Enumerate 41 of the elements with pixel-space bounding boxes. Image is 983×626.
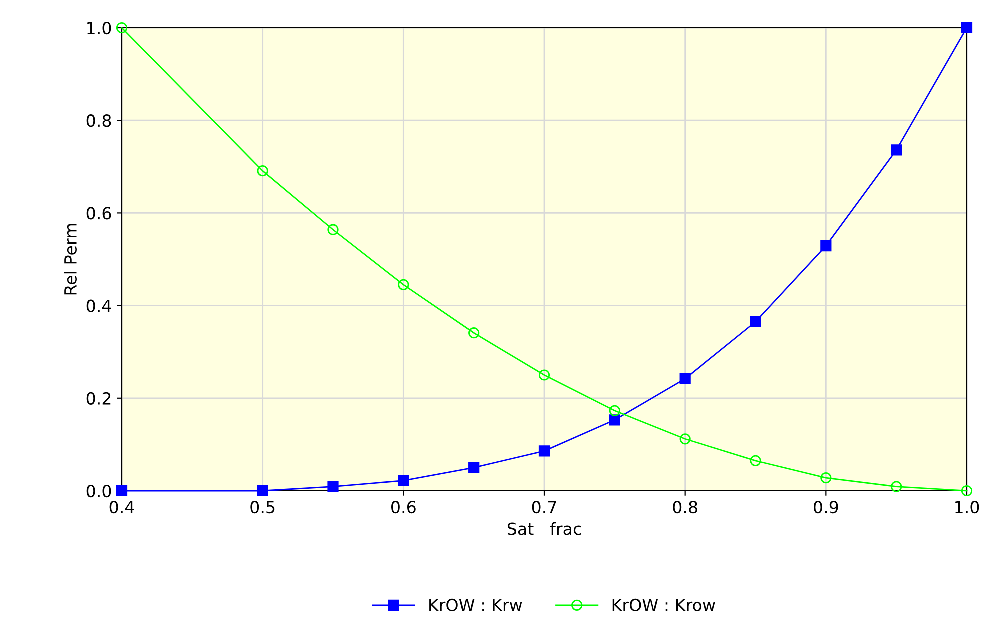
point xyxy=(891,144,902,156)
legend-label: KrOW : Krow xyxy=(612,598,716,612)
point xyxy=(257,166,268,177)
point xyxy=(538,446,550,457)
point xyxy=(891,481,902,492)
x-tick-label: 0.7 xyxy=(532,501,556,514)
point xyxy=(116,485,128,497)
point xyxy=(468,328,480,339)
x-tick-label: 0.8 xyxy=(673,501,698,514)
y-tick-label: 0.2 xyxy=(86,392,111,405)
point xyxy=(609,414,620,426)
point xyxy=(680,373,691,385)
point xyxy=(398,475,410,486)
point xyxy=(609,405,620,416)
x-tick-label: 1.0 xyxy=(956,501,980,514)
point xyxy=(961,22,973,34)
x-tick-label: 0.5 xyxy=(250,501,275,514)
y-tick-label: 0.4 xyxy=(86,300,112,312)
point xyxy=(820,240,832,252)
point xyxy=(398,279,410,291)
point xyxy=(328,224,339,236)
point xyxy=(538,370,550,381)
point xyxy=(116,22,128,34)
x-tick-label: 0.6 xyxy=(392,501,416,514)
x-tick-label: 0.4 xyxy=(110,501,134,514)
x-axis-title: Sat frac xyxy=(508,522,582,536)
point xyxy=(680,434,691,445)
x-tick-label: 0.9 xyxy=(814,501,838,514)
point xyxy=(750,316,762,328)
point xyxy=(468,462,480,474)
y-axis-title: Rel Perm xyxy=(64,224,77,295)
y-tick-label: 0.0 xyxy=(86,484,112,498)
point xyxy=(257,485,268,497)
point xyxy=(750,455,762,466)
y-tick-label: 1.0 xyxy=(88,22,112,35)
legend-label: KrOW : Krw xyxy=(430,598,522,612)
point xyxy=(328,481,339,492)
point xyxy=(820,472,832,484)
y-tick-label: 0.6 xyxy=(86,207,112,220)
y-tick-label: 0.8 xyxy=(86,114,112,128)
point xyxy=(961,485,973,497)
